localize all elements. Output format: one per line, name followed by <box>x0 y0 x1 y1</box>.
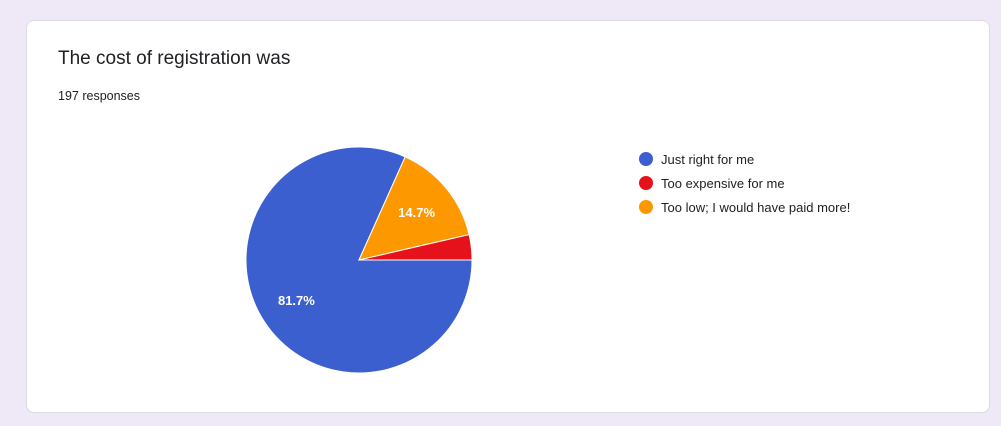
legend-item-too-expensive[interactable]: Too expensive for me <box>639 171 850 195</box>
chart-legend: Just right for me Too expensive for me Too… <box>639 147 850 219</box>
legend-label: Too low; I would have paid more! <box>661 199 851 215</box>
question-card: The cost of registration was 197 respons… <box>26 20 990 413</box>
pie-chart: 81.7% 14.7% <box>245 146 473 374</box>
legend-item-just-right[interactable]: Just right for me <box>639 147 850 171</box>
legend-label: Too expensive for me <box>661 175 785 191</box>
legend-item-too-low[interactable]: Too low; I would have paid more! <box>639 195 850 219</box>
slice-label-just-right: 81.7% <box>278 293 315 308</box>
slice-label-too-low: 14.7% <box>398 205 435 220</box>
legend-swatch <box>639 176 653 190</box>
legend-swatch <box>639 152 653 166</box>
pie-slice-too-low[interactable] <box>358 156 470 261</box>
question-title: The cost of registration was <box>58 48 291 69</box>
pie-slice-too-expensive[interactable] <box>358 234 473 261</box>
legend-label: Just right for me <box>661 151 755 167</box>
response-count: 197 responses <box>58 89 141 103</box>
legend-swatch <box>639 200 653 214</box>
